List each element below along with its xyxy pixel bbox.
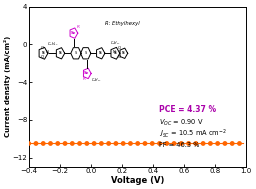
X-axis label: Voltage (V): Voltage (V): [111, 176, 164, 185]
Point: [223, 142, 227, 145]
Point: [172, 142, 176, 145]
Text: PCE = 4.37 %: PCE = 4.37 %: [159, 105, 216, 114]
Point: [208, 142, 212, 145]
Point: [99, 142, 103, 145]
Text: FF = 46.3 %: FF = 46.3 %: [159, 142, 200, 148]
Point: [41, 142, 45, 145]
Point: [121, 142, 125, 145]
Point: [216, 142, 220, 145]
Point: [237, 142, 241, 145]
Point: [85, 142, 89, 145]
Point: [150, 142, 154, 145]
Point: [92, 142, 96, 145]
Text: $J_{SC}$ = 10.5 mA cm$^{-2}$: $J_{SC}$ = 10.5 mA cm$^{-2}$: [159, 127, 227, 140]
Point: [56, 142, 60, 145]
Point: [136, 142, 140, 145]
Point: [48, 142, 52, 145]
Text: $V_{OC}$ = 0.90 V: $V_{OC}$ = 0.90 V: [159, 118, 204, 128]
Point: [230, 142, 234, 145]
Point: [165, 142, 169, 145]
Point: [179, 142, 183, 145]
Point: [157, 142, 162, 145]
Point: [129, 142, 133, 145]
Point: [201, 142, 205, 145]
Point: [187, 142, 191, 145]
Y-axis label: Current density (mA/cm²): Current density (mA/cm²): [4, 36, 11, 137]
Point: [27, 142, 31, 145]
Point: [114, 142, 118, 145]
Point: [63, 142, 67, 145]
Point: [78, 142, 82, 145]
Point: [143, 142, 147, 145]
Point: [34, 142, 38, 145]
Point: [106, 142, 111, 145]
Point: [70, 142, 74, 145]
Point: [194, 142, 198, 145]
